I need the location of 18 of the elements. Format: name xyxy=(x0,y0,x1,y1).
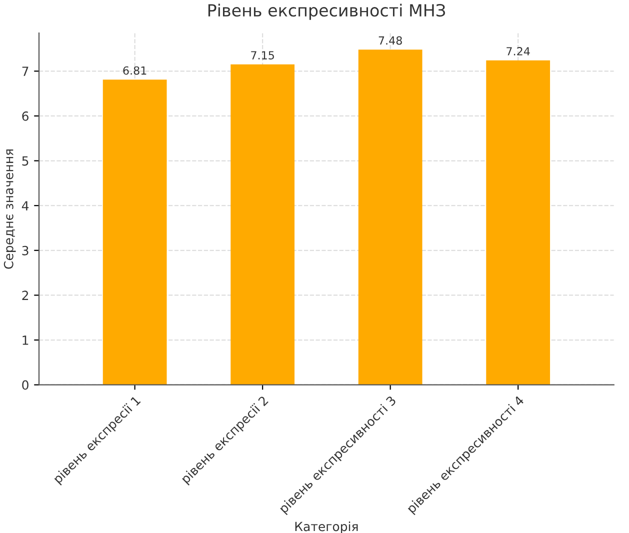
y-tick-label: 6 xyxy=(22,111,28,121)
y-tick-label: 7 xyxy=(22,66,28,76)
bar xyxy=(358,50,422,385)
y-tick-label: 2 xyxy=(22,290,28,300)
y-tick-label: 5 xyxy=(22,156,28,166)
data-label: 7.15 xyxy=(251,51,274,60)
bar xyxy=(102,80,167,385)
y-tick-label: 1 xyxy=(22,336,28,345)
bar xyxy=(230,64,295,385)
data-label: 7.24 xyxy=(506,47,530,56)
data-label: 7.48 xyxy=(378,36,402,45)
bar xyxy=(486,60,550,385)
y-axis-title: Середнє значення xyxy=(4,149,16,269)
y-tick-label: 0 xyxy=(22,380,28,390)
data-label: 6.81 xyxy=(123,66,146,75)
y-tick-label: 3 xyxy=(22,246,28,256)
y-tick-label: 4 xyxy=(22,201,29,210)
chart-title: Рівень експресивності МНЗ xyxy=(208,4,445,20)
